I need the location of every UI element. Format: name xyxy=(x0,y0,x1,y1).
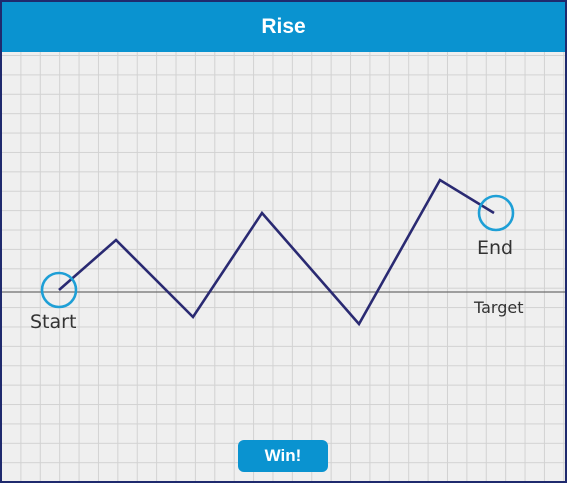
player-path xyxy=(58,178,495,327)
end-label: End xyxy=(477,237,514,259)
start-marker xyxy=(40,271,78,309)
grid-board xyxy=(2,52,565,481)
target-label: Target xyxy=(474,298,524,317)
start-label: Start xyxy=(30,311,77,333)
win-button[interactable]: Win! xyxy=(238,440,328,472)
end-marker[interactable] xyxy=(477,194,515,232)
game-title: Rise xyxy=(261,15,306,38)
title-bar: Rise xyxy=(2,2,565,52)
